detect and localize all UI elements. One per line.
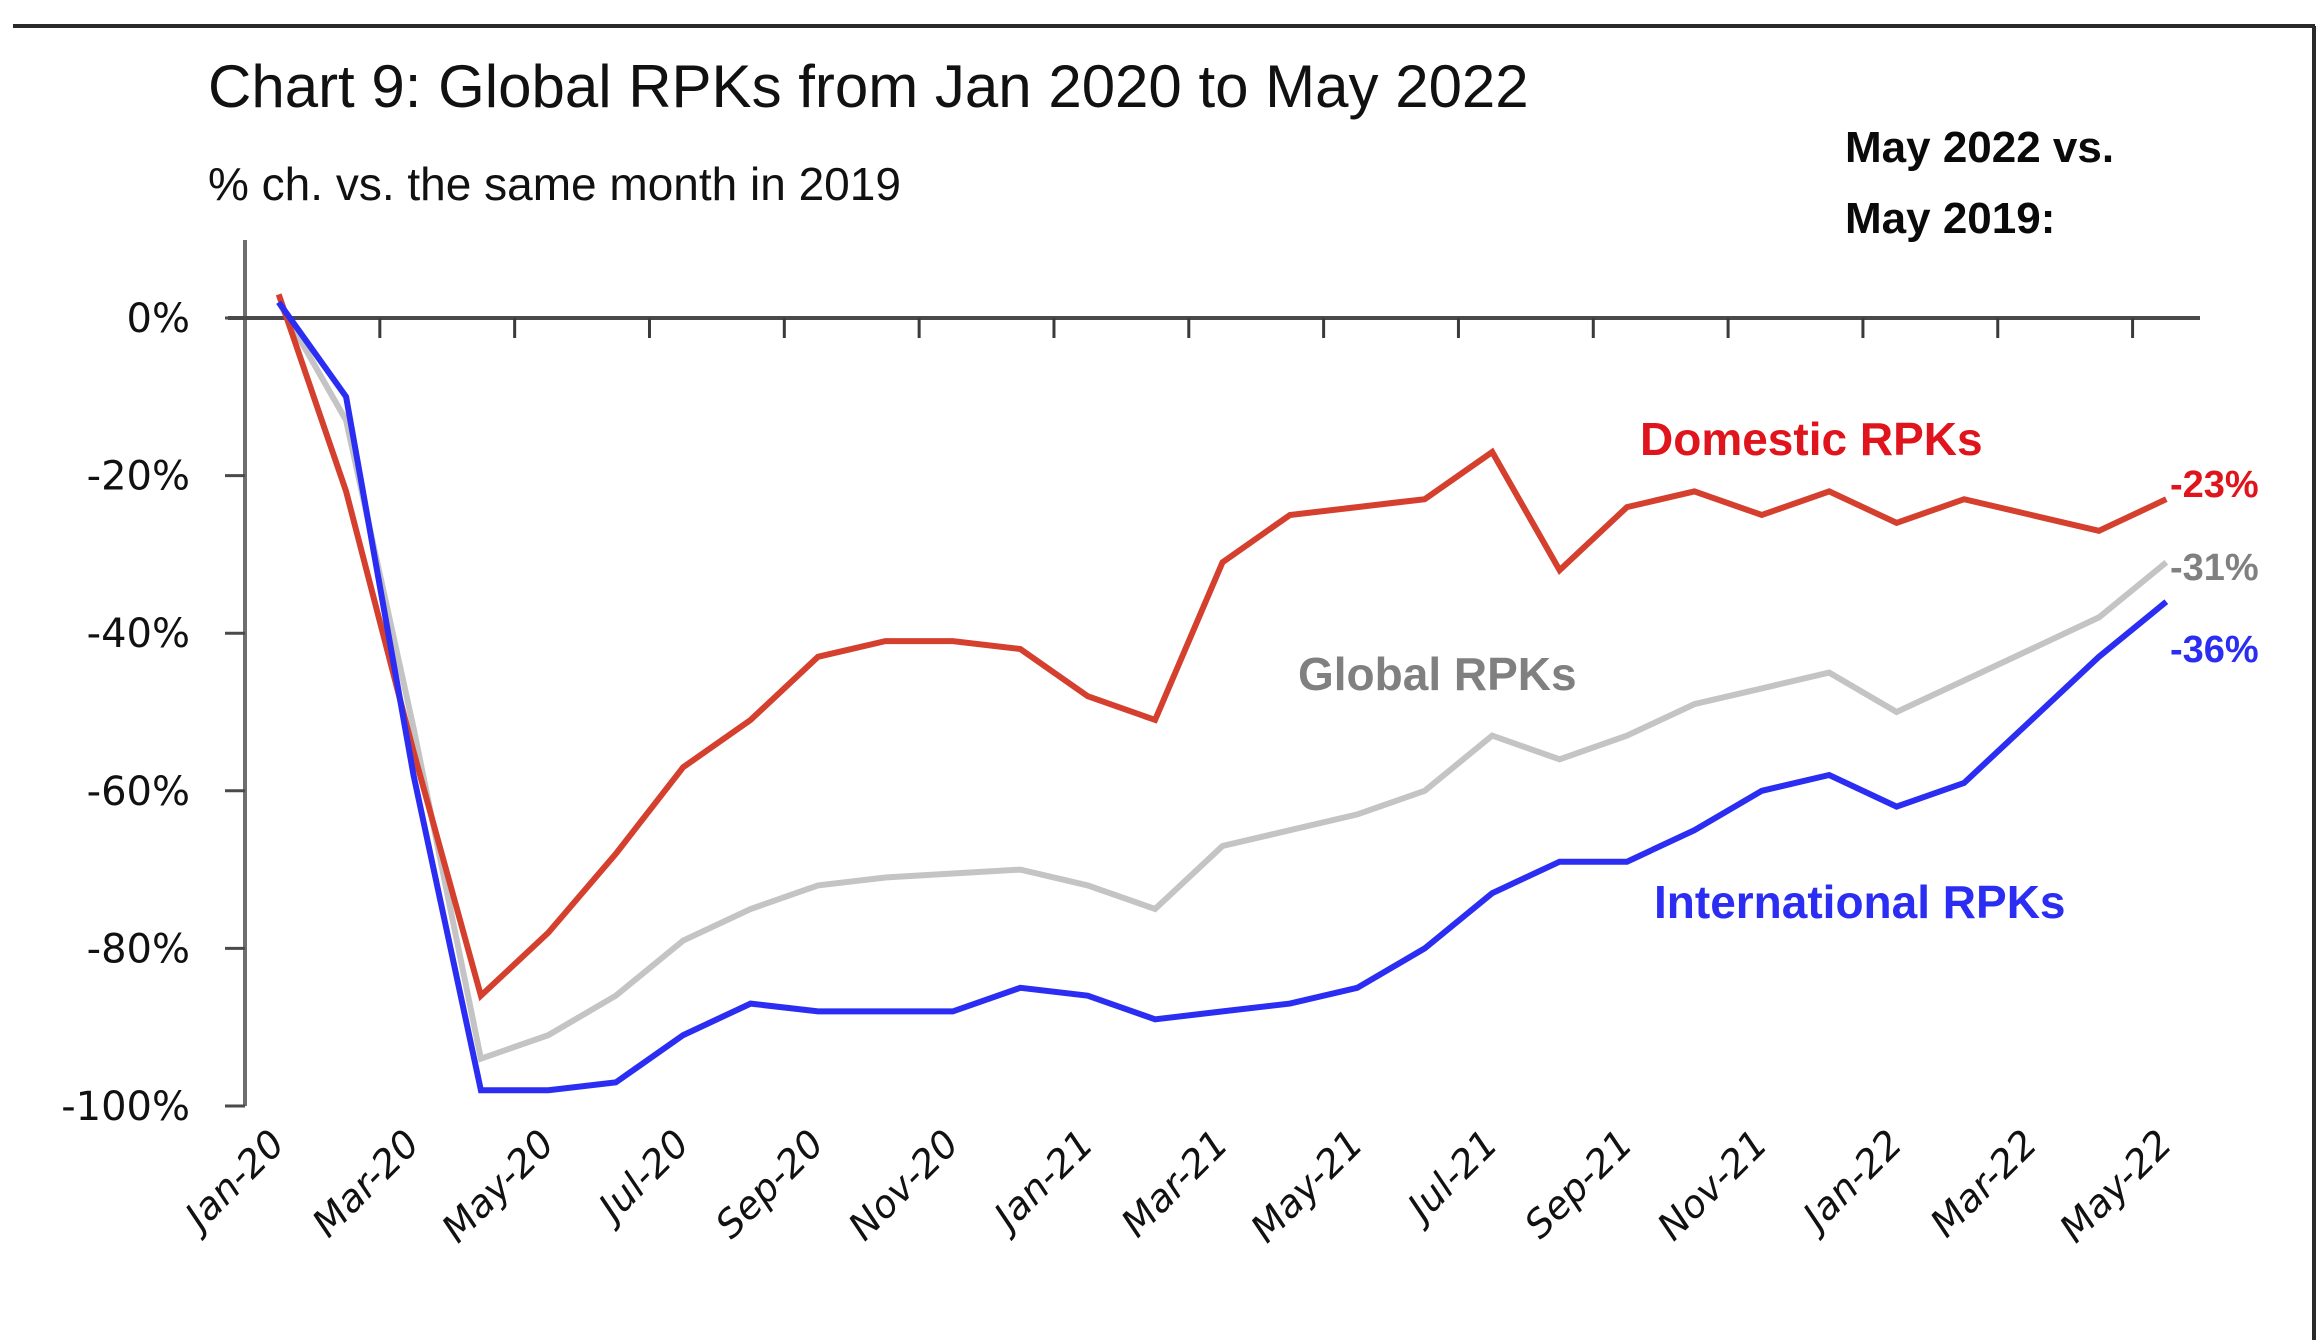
x-tick-label: Jan-22 — [1790, 1121, 1911, 1242]
y-tick-label: -80% — [87, 926, 190, 972]
x-tick-label: Sep-20 — [707, 1121, 833, 1247]
x-tick-label: Mar-20 — [304, 1121, 428, 1245]
x-tick-label: Nov-20 — [840, 1121, 967, 1248]
y-tick-label: -100% — [61, 1084, 190, 1130]
series-label-international: International RPKs — [1654, 876, 2066, 928]
series-line-domestic — [275, 293, 2168, 1002]
series-label-domestic: Domestic RPKs — [1640, 413, 1983, 465]
end-label-domestic: -23% — [2170, 464, 2259, 506]
end-label-global: -31% — [2170, 547, 2259, 589]
x-tick-label: Nov-21 — [1649, 1121, 1776, 1248]
x-tick-label: Mar-22 — [1922, 1121, 2046, 1245]
x-tick-label: Jul-21 — [1394, 1121, 1506, 1233]
x-tick-label: Jul-20 — [585, 1121, 697, 1233]
y-ticks: 0% -20% -40% -60% -80% -100% — [61, 296, 245, 1130]
comparison-note-line-2: May 2019: — [1845, 194, 2055, 243]
series-labels: Domestic RPKs Global RPKs International … — [1298, 413, 2259, 928]
chart-title: Chart 9: Global RPKs from Jan 2020 to Ma… — [208, 53, 1529, 120]
series-line-global — [276, 300, 2169, 1063]
series-label-global: Global RPKs — [1298, 648, 1577, 700]
x-tick-label: May-21 — [1242, 1121, 1372, 1251]
x-tick-label: May-22 — [2051, 1121, 2181, 1251]
x-tick-label: May-20 — [433, 1121, 563, 1251]
end-label-international: -36% — [2170, 629, 2259, 671]
comparison-note-line-1: May 2022 vs. — [1845, 123, 2114, 172]
series-lines — [275, 293, 2169, 1094]
x-tick-label: Jan-21 — [981, 1121, 1102, 1242]
y-tick-label: -40% — [87, 611, 190, 657]
chart-subtitle: % ch. vs. the same month in 2019 — [208, 158, 901, 210]
x-tick-label: Sep-21 — [1516, 1121, 1642, 1247]
series-line-international — [276, 300, 2169, 1094]
y-tick-label: -20% — [87, 454, 190, 500]
x-tick-label: Jan-20 — [172, 1121, 293, 1242]
x-tick-label: Mar-21 — [1113, 1121, 1237, 1245]
axes — [228, 240, 2200, 1106]
y-tick-label: 0% — [127, 296, 190, 342]
y-tick-label: -60% — [87, 769, 190, 815]
